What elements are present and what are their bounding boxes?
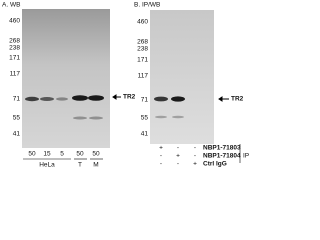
- bands-a: [25, 95, 104, 120]
- arrow-b: [218, 96, 229, 102]
- lane-label: 50: [92, 151, 100, 158]
- panel-title: A. WB: [2, 2, 20, 9]
- ip-symbol: -: [160, 161, 162, 168]
- marker-label: 171: [137, 57, 148, 64]
- antibody-label: NBP1-71803: [203, 145, 241, 152]
- marker-label: 238: [137, 46, 148, 53]
- ip-symbol: +: [176, 153, 180, 160]
- marker-label: 55: [13, 115, 21, 122]
- marker-label: 171: [9, 55, 20, 62]
- lane-label: 15: [43, 151, 51, 158]
- antibody-label: NBP1-71804: [203, 153, 241, 160]
- ip-symbol: -: [194, 145, 196, 152]
- ip-symbol: +: [193, 161, 197, 168]
- cell-line: T: [78, 162, 82, 169]
- marker-label: 55: [141, 115, 149, 122]
- target-label: TR2: [123, 94, 136, 101]
- marker-label: 117: [10, 71, 21, 78]
- ip-symbol: +: [159, 145, 163, 152]
- cell-line: HeLa: [39, 162, 55, 169]
- ip-label: IP: [243, 153, 249, 160]
- panel-title: B. IP/WB: [134, 2, 160, 9]
- ip-symbol: -: [177, 145, 179, 152]
- ip-symbol: -: [194, 153, 196, 160]
- arrow-a: [112, 94, 121, 100]
- marker-label: 71: [141, 97, 149, 104]
- bands-b: [154, 96, 185, 119]
- marker-label: 41: [13, 131, 21, 138]
- marker-label: 41: [141, 131, 149, 138]
- antibody-label: Ctrl IgG: [203, 161, 227, 168]
- cell-line: M: [93, 162, 98, 169]
- marker-label: 268: [9, 38, 20, 45]
- marker-label: 268: [137, 39, 148, 46]
- marker-label: 117: [138, 73, 149, 80]
- blot-a: [22, 9, 110, 148]
- marker-label: 71: [13, 96, 21, 103]
- ip-symbol: -: [177, 161, 179, 168]
- marker-label: 460: [9, 18, 20, 25]
- ip-symbol: -: [160, 153, 162, 160]
- lane-label: 5: [60, 151, 64, 158]
- marker-label: 238: [9, 45, 20, 52]
- lane-label: 50: [28, 151, 36, 158]
- blot-b: [150, 10, 214, 144]
- lane-label: 50: [76, 151, 84, 158]
- marker-label: 460: [137, 19, 148, 26]
- target-label: TR2: [231, 96, 244, 103]
